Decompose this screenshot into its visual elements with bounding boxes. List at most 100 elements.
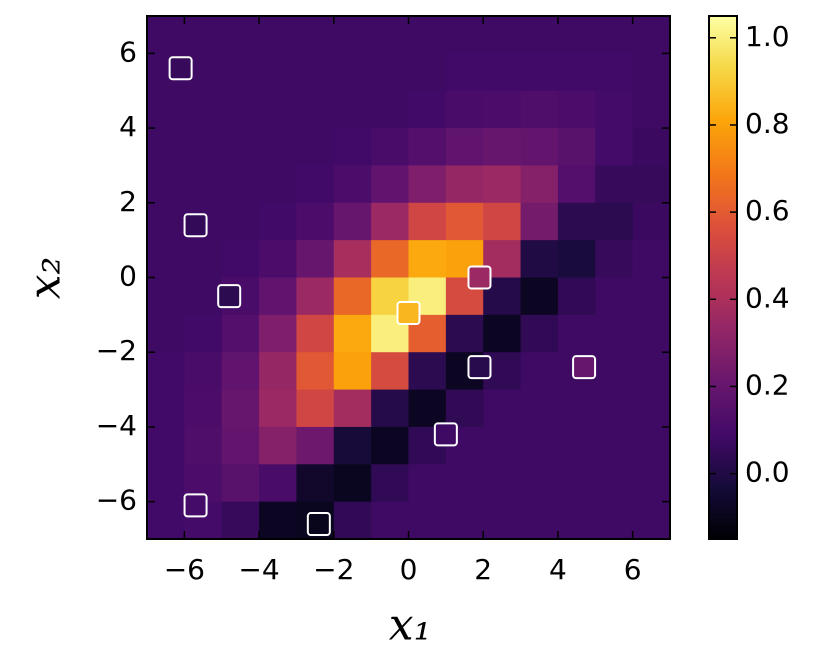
heatmap-cell [520,53,559,92]
heatmap-cell [296,352,335,391]
colorbar-segment [709,421,737,425]
y-tick-label: −2 [96,334,137,367]
colorbar-segment [709,154,737,158]
heatmap-cell [408,464,447,503]
colorbar-segment [709,502,737,506]
heatmap-cell [408,128,447,167]
heatmap-cell [595,16,634,54]
heatmap-cell [595,464,634,503]
colorbar-segment [709,426,737,430]
colorbar-segment [709,65,737,69]
heatmap-cell [184,352,223,391]
heatmap-cell [371,240,410,279]
heatmap-cell [259,501,298,540]
colorbar-segment [709,342,737,347]
colorbar-segment [709,363,737,368]
sample-point [217,284,242,309]
colorbar-segment [709,183,737,187]
colorbar-segment [709,243,737,247]
colorbar-segment [709,235,737,239]
heatmap-cell [445,389,484,428]
heatmap-cell [557,202,596,241]
heatmap-cell [445,501,484,540]
colorbar-segment [709,536,737,540]
heatmap-cell [333,464,372,503]
colorbar-segment [709,293,737,297]
heatmap-cell [184,277,223,316]
colorbar-segment [709,26,737,30]
colorbar-segment [709,269,737,273]
heatmap-cell [520,90,559,129]
colorbar-segment [709,348,737,352]
heatmap-cell [408,240,447,279]
colorbar-segment [709,159,737,164]
colorbar-segment [709,55,737,59]
colorbar-segment [709,515,737,519]
colorbar-segment [709,494,737,498]
colorbar-segment [709,157,737,161]
colorbar-segment [709,358,737,362]
heatmap-cell [296,165,335,204]
colorbar-segment [709,395,737,399]
heatmap-cell [333,314,372,353]
colorbar-segment [709,165,737,169]
colorbar-segment [709,36,737,41]
colorbar-segment [709,170,737,174]
heatmap-cell [557,426,596,465]
colorbar-segment [709,21,737,25]
heatmap-cell [333,165,372,204]
colorbar-segment [709,350,737,354]
heatmap-cell [632,165,671,204]
colorbar-segment [709,525,737,530]
heatmap-cell [259,202,298,241]
colorbar-segment [709,476,737,480]
heatmap-cell [333,16,372,54]
colorbar-segment [709,314,737,318]
heatmap-cell [221,53,260,92]
colorbar-segment [709,335,737,339]
heatmap-cell [147,352,185,391]
heatmap-cell [557,501,596,540]
colorbar-segment [709,371,737,375]
heatmap-cell [445,314,484,353]
heatmap-cell [557,240,596,279]
colorbar-segment [709,369,737,373]
colorbar-segment [709,431,737,435]
heatmap-cell [221,314,260,353]
colorbar-segment [709,89,737,93]
colorbar-segment [709,120,737,124]
colorbar-segment [709,222,737,226]
colorbar-segment [709,337,737,341]
sample-point [396,300,421,325]
y-tick-label: 0 [119,260,137,293]
colorbar-segment [709,303,737,307]
heatmap-cell [445,90,484,129]
heatmap-cell [595,202,634,241]
colorbar-segment [709,329,737,334]
colorbar-segment [709,290,737,294]
heatmap-cell [595,53,634,92]
heatmap-cell [221,128,260,167]
heatmap-cell [445,128,484,167]
colorbar-segment [709,319,737,323]
colorbar-segment [709,44,737,48]
colorbar-segment [709,146,737,150]
colorbar-segment [709,149,737,153]
heatmap-cell [296,128,335,167]
heatmap-cell [520,501,559,540]
sample-point [467,355,492,380]
heatmap-cell [595,389,634,428]
heatmap-cell [184,90,223,129]
heatmap-cell [259,314,298,353]
colorbar-segment [709,301,737,305]
heatmap-cell [520,165,559,204]
heatmap-cell [595,352,634,391]
heatmap-cell [221,240,260,279]
x-tick-label: 0 [400,553,418,586]
colorbar-segment [709,392,737,396]
colorbar-tick-label: 1.0 [745,20,790,53]
y-tick-label: −4 [96,409,137,442]
colorbar-segment [709,256,737,260]
colorbar-segment [709,277,737,281]
colorbar-segment [709,306,737,310]
